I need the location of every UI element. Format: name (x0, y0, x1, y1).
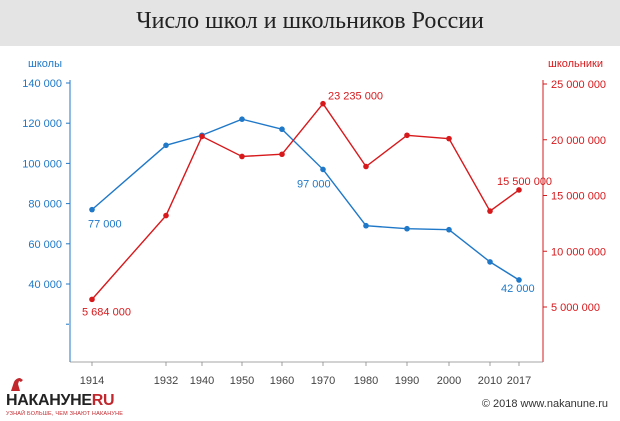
schools-data-label: 42 000 (501, 283, 535, 295)
pupils-series-point (199, 133, 205, 140)
x-tick-label: 1914 (80, 375, 104, 387)
x-tick-label: 1960 (270, 375, 294, 387)
schools-series-point (487, 259, 493, 265)
left-tick-label: 140 000 (22, 78, 62, 90)
x-tick-label: 2010 (478, 375, 502, 387)
x-tick-label: 1932 (154, 375, 178, 387)
pupils-series-point (516, 187, 522, 193)
right-tick-label: 25 000 000 (551, 79, 606, 91)
left-tick-label: 40 000 (28, 279, 62, 291)
schools-series-point (446, 226, 452, 233)
right-axis-title: школьники (548, 58, 603, 70)
x-tick-label: 2000 (437, 375, 461, 387)
right-tick-label: 20 000 000 (551, 135, 606, 147)
schools-series-point (404, 225, 410, 232)
logo[interactable]: НАКАНУНЕRU (6, 392, 115, 410)
copyright: © 2018 www.nakanune.ru (481, 398, 608, 410)
pupils-series-line (91, 102, 520, 300)
pupils-series-point (404, 132, 410, 139)
schools-series-point (320, 166, 326, 173)
logo-tagline: УЗНАЙ БОЛЬШЕ, ЧЕМ ЗНАЮТ НАКАНУНЕ (6, 411, 124, 417)
schools-series-point (239, 116, 245, 122)
schools-data-label: 97 000 (297, 178, 331, 190)
right-tick-label: 5 000 000 (551, 302, 600, 314)
x-tick-label: 1940 (190, 375, 214, 387)
schools-series-point (516, 277, 522, 283)
pupils-series-point (89, 296, 95, 303)
schools-series-point (163, 142, 169, 149)
logo-ru: RU (91, 392, 115, 409)
pupils-series-point (239, 153, 245, 160)
schools-series-point (279, 126, 285, 133)
pupils-series-point (446, 135, 452, 142)
left-axis-title: школы (28, 58, 62, 70)
x-tick-label: 2017 (507, 375, 531, 387)
pupils-data-label: 5 684 000 (82, 306, 131, 318)
logo-horse-icon (11, 378, 23, 391)
schools-series-point (363, 222, 369, 229)
x-tick-label: 1980 (354, 375, 378, 387)
pupils-series-point (320, 100, 326, 107)
chart-title: Число школ и школьников России (136, 8, 484, 34)
schools-data-label: 77 000 (88, 219, 122, 231)
logo-main: НАКАНУНЕ (6, 392, 92, 409)
left-tick-label: 80 000 (28, 199, 62, 211)
pupils-data-label: 23 235 000 (328, 91, 383, 103)
right-tick-label: 15 000 000 (551, 191, 606, 203)
x-tick-label: 1970 (311, 375, 335, 387)
pupils-data-label: 15 500 000 (497, 176, 552, 188)
title-band (0, 0, 620, 46)
schools-series-line (91, 118, 520, 281)
schools-series-point (89, 206, 95, 213)
pupils-series-point (279, 151, 285, 158)
left-tick-label: 100 000 (22, 158, 62, 170)
x-tick-label: 1990 (395, 375, 419, 387)
x-tick-label: 1950 (230, 375, 254, 387)
right-tick-label: 10 000 000 (551, 246, 606, 258)
left-tick-label: 120 000 (22, 118, 62, 130)
pupils-series-point (363, 163, 369, 170)
pupils-series-point (163, 212, 169, 219)
pupils-series-point (487, 208, 493, 214)
left-tick-label: 60 000 (28, 239, 62, 251)
